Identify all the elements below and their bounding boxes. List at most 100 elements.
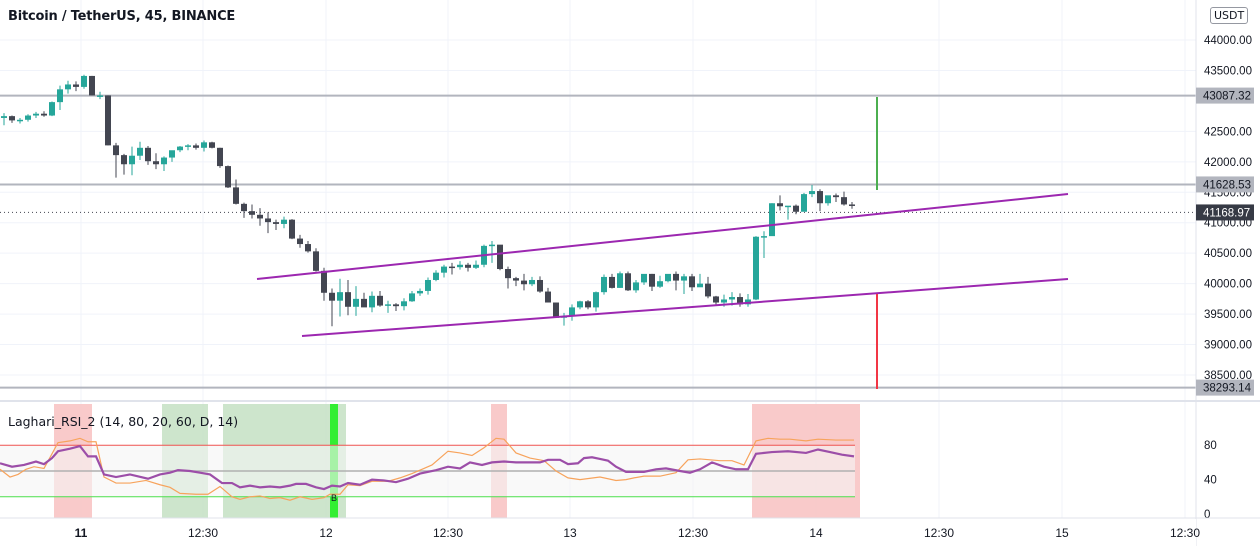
candle-body[interactable]	[249, 211, 255, 215]
candle-body[interactable]	[473, 264, 479, 268]
candle-body[interactable]	[25, 115, 31, 120]
candle-body[interactable]	[153, 161, 159, 165]
candle-body[interactable]	[705, 283, 711, 297]
candle-body[interactable]	[769, 203, 775, 237]
candle-body[interactable]	[825, 195, 831, 204]
candle-body[interactable]	[401, 301, 407, 307]
candle-body[interactable]	[289, 219, 295, 239]
candle-body[interactable]	[833, 195, 839, 198]
candle-body[interactable]	[313, 251, 319, 271]
candle-body[interactable]	[689, 276, 695, 288]
candle-body[interactable]	[121, 155, 127, 165]
price-axis[interactable]	[1196, 0, 1260, 546]
candle-body[interactable]	[233, 187, 239, 204]
candle-body[interactable]	[777, 203, 783, 207]
candle-body[interactable]	[281, 219, 287, 224]
candle-body[interactable]	[361, 298, 367, 308]
candle-body[interactable]	[489, 244, 495, 247]
candle-body[interactable]	[633, 282, 639, 291]
candle-body[interactable]	[849, 204, 855, 206]
candle-body[interactable]	[273, 222, 279, 224]
candle-body[interactable]	[657, 281, 663, 287]
candle-body[interactable]	[225, 166, 231, 188]
candle-body[interactable]	[297, 238, 303, 245]
candle-body[interactable]	[185, 145, 191, 147]
candle-body[interactable]	[465, 264, 471, 268]
candle-body[interactable]	[353, 298, 359, 307]
candle-body[interactable]	[457, 264, 463, 268]
candle-body[interactable]	[681, 276, 687, 281]
candle-body[interactable]	[41, 113, 47, 116]
candle-body[interactable]	[729, 297, 735, 300]
candle-body[interactable]	[49, 102, 55, 116]
candle-body[interactable]	[521, 280, 527, 285]
candle-body[interactable]	[641, 273, 647, 283]
candle-body[interactable]	[697, 283, 703, 288]
candle-body[interactable]	[505, 269, 511, 279]
candle-body[interactable]	[673, 273, 679, 281]
candle-body[interactable]	[337, 292, 343, 301]
candle-body[interactable]	[161, 157, 167, 165]
candle-body[interactable]	[569, 307, 575, 316]
candle-body[interactable]	[169, 150, 175, 158]
candle-body[interactable]	[377, 295, 383, 306]
candle-body[interactable]	[193, 145, 199, 148]
candle-body[interactable]	[113, 145, 119, 156]
candle-body[interactable]	[601, 276, 607, 293]
candle-body[interactable]	[433, 272, 439, 280]
candle-body[interactable]	[305, 244, 311, 252]
candle-body[interactable]	[553, 302, 559, 318]
candle-body[interactable]	[217, 147, 223, 167]
candle-body[interactable]	[537, 279, 543, 292]
candle-body[interactable]	[713, 296, 719, 303]
candle-body[interactable]	[89, 75, 95, 96]
candle-body[interactable]	[761, 236, 767, 238]
candle-body[interactable]	[265, 218, 271, 223]
candle-body[interactable]	[145, 147, 151, 162]
candle-body[interactable]	[57, 89, 63, 103]
candle-body[interactable]	[441, 266, 447, 273]
candle-body[interactable]	[793, 205, 799, 212]
candle-body[interactable]	[33, 113, 39, 116]
candle-body[interactable]	[737, 297, 743, 305]
candle-body[interactable]	[417, 290, 423, 294]
channel-lower-line[interactable]	[301, 278, 1069, 337]
candle-body[interactable]	[529, 279, 535, 285]
candle-body[interactable]	[545, 291, 551, 303]
candle-body[interactable]	[425, 279, 431, 291]
candle-body[interactable]	[617, 273, 623, 288]
candle-body[interactable]	[721, 299, 727, 303]
currency-badge[interactable]: USDT	[1210, 7, 1249, 24]
candle-body[interactable]	[809, 191, 815, 195]
candle-body[interactable]	[409, 293, 415, 302]
candle-body[interactable]	[329, 292, 335, 301]
candle-body[interactable]	[513, 278, 519, 281]
candle-body[interactable]	[497, 244, 503, 270]
candle-body[interactable]	[209, 142, 215, 148]
candle-body[interactable]	[129, 155, 135, 165]
candle-body[interactable]	[593, 292, 599, 308]
candle-body[interactable]	[105, 95, 111, 146]
candle-body[interactable]	[385, 304, 391, 306]
candle-body[interactable]	[449, 266, 455, 269]
candle-body[interactable]	[17, 119, 23, 122]
candle-body[interactable]	[609, 276, 615, 288]
candle-body[interactable]	[97, 95, 103, 97]
candle-body[interactable]	[393, 304, 399, 307]
candle-body[interactable]	[785, 205, 791, 208]
candle-body[interactable]	[73, 84, 79, 87]
candle-body[interactable]	[241, 203, 247, 212]
candle-body[interactable]	[665, 273, 671, 282]
candle-body[interactable]	[65, 84, 71, 90]
candle-body[interactable]	[753, 236, 759, 300]
candle-body[interactable]	[177, 146, 183, 151]
candle-body[interactable]	[137, 147, 143, 156]
candle-body[interactable]	[9, 116, 15, 121]
candle-body[interactable]	[1, 116, 7, 118]
candle-body[interactable]	[81, 75, 87, 87]
candle-body[interactable]	[577, 301, 583, 308]
candle-body[interactable]	[201, 142, 207, 148]
candle-body[interactable]	[585, 301, 591, 308]
candle-body[interactable]	[649, 273, 655, 287]
